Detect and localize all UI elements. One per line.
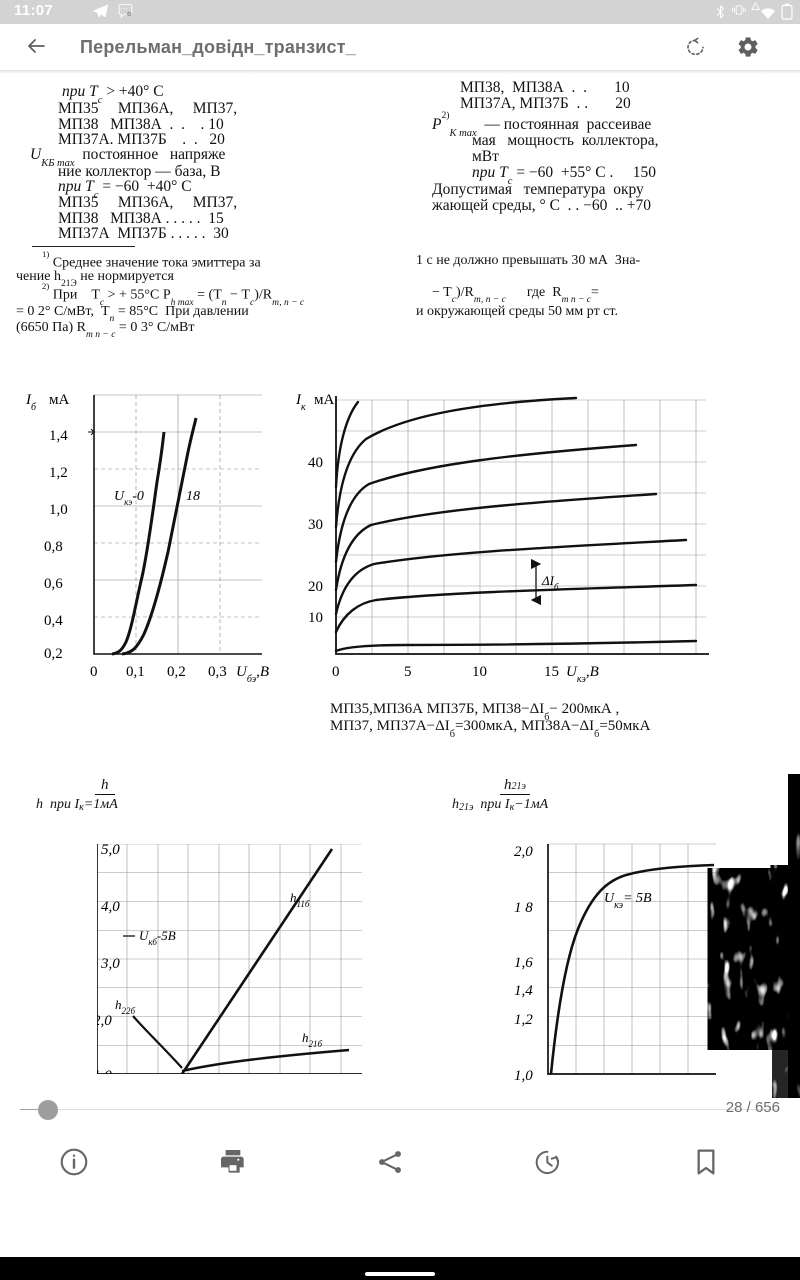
svg-text:0: 0 [332,664,340,680]
svg-text:10: 10 [472,664,487,680]
svg-text:0,6: 0,6 [44,576,63,592]
svg-text:1,2: 1,2 [514,1012,533,1028]
svg-text:мА: мА [49,392,69,408]
svg-text:1,0: 1,0 [97,1068,112,1074]
svg-text:15: 15 [544,664,559,680]
svg-text:0,2: 0,2 [167,664,186,680]
svg-text:мА: мА [314,392,334,408]
svg-text:0,4: 0,4 [44,613,63,629]
svg-text:4,0: 4,0 [101,899,120,915]
svg-text:1 8: 1 8 [514,900,533,916]
svg-text:Uкэ,В: Uкэ,В [566,664,599,685]
svg-text:10: 10 [308,610,323,626]
svg-text:1,4: 1,4 [514,983,533,999]
svg-text:1,0: 1,0 [49,502,68,518]
svg-text:1,6: 1,6 [514,955,533,971]
svg-text:5,0: 5,0 [101,844,120,858]
svg-text:h22б: h22б [115,997,136,1016]
svg-text:40: 40 [308,455,323,471]
svg-text:1,2: 1,2 [49,465,68,481]
svg-text:Iк: Iк [296,392,306,413]
svg-text:2,0: 2,0 [97,1013,112,1029]
svg-text:20: 20 [308,579,323,595]
svg-text:0,2: 0,2 [44,646,63,662]
svg-text:Uкэ-0: Uкэ-0 [114,489,144,507]
svg-text:Uбэ,В: Uбэ,В [236,664,269,685]
svg-text:h21б: h21б [302,1030,323,1049]
svg-text:18: 18 [186,489,200,504]
svg-text:0,8: 0,8 [44,539,63,555]
svg-text:2,0: 2,0 [514,844,533,860]
svg-text:3,0: 3,0 [100,956,120,972]
svg-text:0: 0 [90,664,98,680]
svg-text:0,3: 0,3 [208,664,227,680]
svg-text:5: 5 [404,664,412,680]
svg-text:30: 30 [308,517,323,533]
svg-text:Uкэ= 5В: Uкэ= 5В [604,891,652,911]
svg-text:1,0: 1,0 [514,1068,533,1084]
svg-text:Iб: Iб [25,392,37,413]
svg-text:0,1: 0,1 [126,664,145,680]
svg-text:1,4: 1,4 [49,428,68,444]
svg-text:f: f [129,12,130,16]
svg-text:Uкб-5В: Uкб-5В [139,928,176,947]
